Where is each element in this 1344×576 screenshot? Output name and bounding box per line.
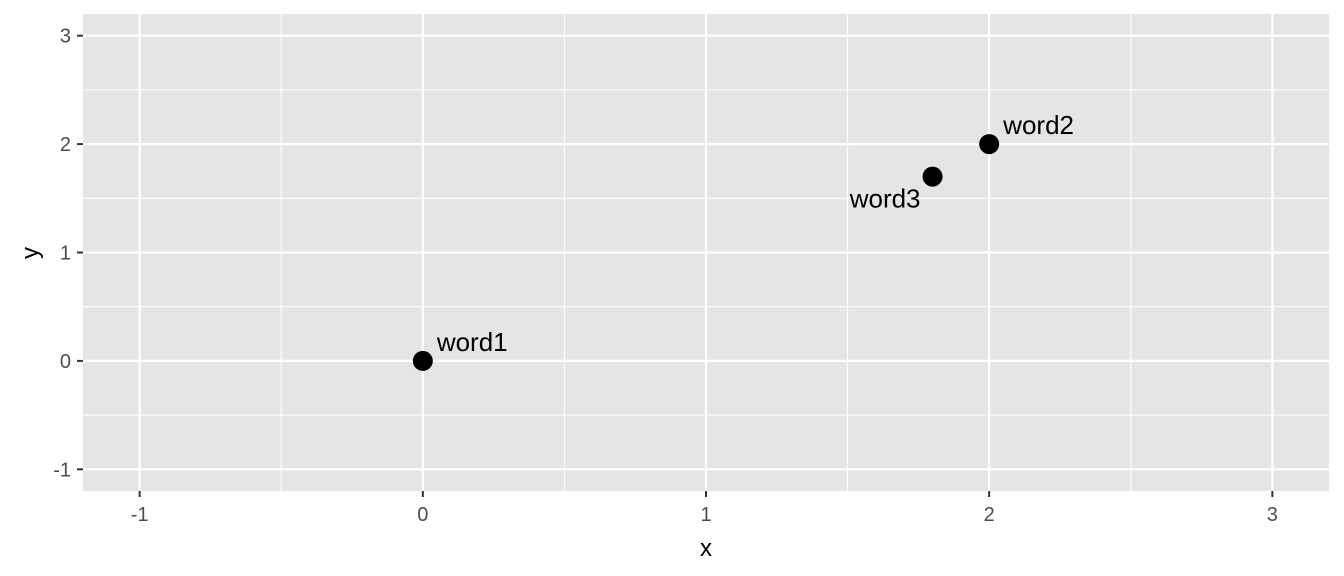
y-tick-label: 1 — [60, 243, 71, 265]
point-label-word2: word2 — [1002, 110, 1074, 140]
x-tick-label: -1 — [131, 504, 149, 526]
point-label-word3: word3 — [849, 184, 921, 214]
data-points — [412, 134, 1000, 371]
x-tick-label: 1 — [700, 504, 711, 526]
y-tick-label: -1 — [53, 459, 71, 481]
y-axis-title: y — [17, 247, 44, 259]
major-gridlines — [83, 14, 1329, 491]
y-tick-label: 0 — [60, 351, 71, 373]
point-labels: word1 word2 word3 — [436, 110, 1074, 357]
y-axis-ticks: -1 0 1 2 3 — [53, 26, 83, 481]
x-axis-ticks: -1 0 1 2 3 — [131, 491, 1278, 526]
x-tick-label: 0 — [417, 504, 428, 526]
y-tick-label: 3 — [60, 26, 71, 48]
x-tick-label: 3 — [1267, 504, 1278, 526]
y-tick-label: 2 — [60, 134, 71, 156]
point-word1 — [412, 350, 433, 371]
x-axis-title: x — [700, 535, 712, 562]
point-word3 — [922, 166, 943, 187]
point-label-word1: word1 — [436, 327, 508, 357]
x-tick-label: 2 — [984, 504, 995, 526]
point-word2 — [979, 134, 1000, 155]
